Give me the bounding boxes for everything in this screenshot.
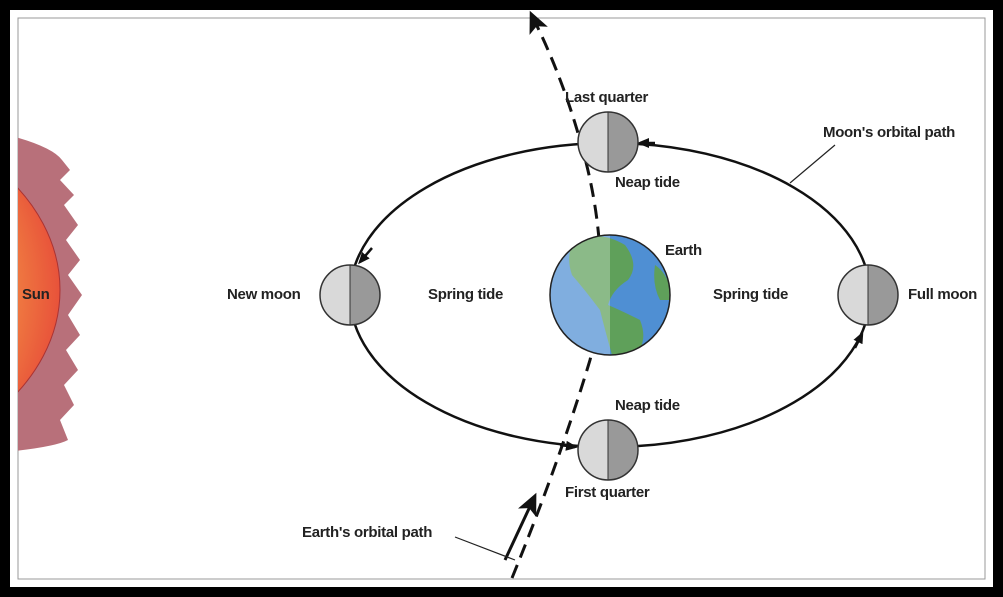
- earth-outline: [549, 234, 671, 356]
- moon-label: New moon: [227, 286, 301, 303]
- tide-label: Spring tide: [428, 286, 503, 303]
- path-label: Moon's orbital path: [823, 124, 955, 141]
- sun: [18, 137, 82, 451]
- tide-label: Spring tide: [713, 286, 788, 303]
- moon: [837, 264, 899, 326]
- moon-label: Last quarter: [565, 89, 649, 106]
- moon-label: First quarter: [565, 484, 650, 501]
- moon: [319, 264, 381, 326]
- moon-label: Full moon: [908, 286, 977, 303]
- orbit-arrow: [853, 331, 864, 349]
- orbit-arrow: [358, 247, 373, 265]
- earth-label: Earth: [665, 242, 702, 259]
- tide-label: Neap tide: [615, 174, 680, 191]
- moon: [577, 111, 639, 173]
- earth-land: [569, 236, 644, 355]
- moon: [577, 419, 639, 481]
- earth-orbit-arrow: [503, 492, 537, 561]
- sun-disc: [18, 187, 61, 393]
- earth-land: [654, 265, 670, 300]
- leader-line: [789, 144, 836, 184]
- path-label: Earth's orbital path: [302, 524, 432, 541]
- canvas: [10, 10, 993, 587]
- leader-line: [454, 536, 516, 561]
- tide-label: Neap tide: [615, 397, 680, 414]
- sun-label: Sun: [22, 286, 50, 303]
